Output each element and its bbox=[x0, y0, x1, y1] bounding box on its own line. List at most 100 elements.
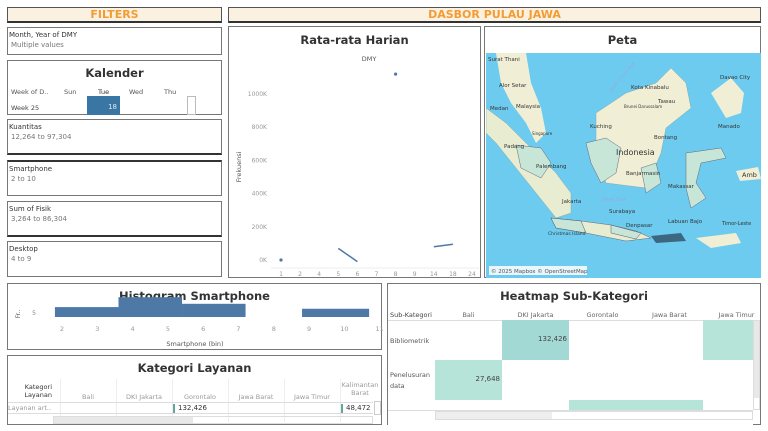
y-axis-title: Fr.. bbox=[15, 310, 22, 319]
line-chart-panel: Rata-rata Harian DMY Frekuensi 0K 200K 400K 6… bbox=[228, 26, 481, 278]
map-label: Surabaya bbox=[609, 209, 635, 215]
map-label: Labuan Bajo bbox=[668, 219, 703, 225]
data-point bbox=[279, 258, 283, 262]
x-tick-label: 6 bbox=[355, 271, 359, 278]
filters-header: FILTERS bbox=[7, 7, 222, 23]
filter-value[interactable]: Multiple values bbox=[11, 41, 64, 49]
map-label: Jave Sea bbox=[601, 197, 626, 203]
map-nusa-tenggara bbox=[696, 233, 741, 248]
map-label: Davao City bbox=[720, 75, 751, 81]
x-tick-label: 3 bbox=[95, 325, 99, 333]
heatmap-cell[interactable]: 27,648 bbox=[435, 360, 502, 400]
filter-label: Desktop bbox=[9, 245, 38, 253]
x-tick-label: 8 bbox=[272, 325, 276, 333]
day-wed: Wed bbox=[129, 88, 144, 96]
filter-value[interactable]: 2 to 10 bbox=[11, 175, 36, 183]
x-tick-label: 5 bbox=[336, 271, 340, 278]
x-tick-label: 7 bbox=[375, 271, 379, 278]
filter-desktop[interactable]: Desktop 4 to 9 bbox=[7, 241, 222, 277]
x-tick-label: 2 bbox=[298, 271, 302, 278]
column-header: Jawa Barat bbox=[652, 311, 687, 319]
horizontal-scrollbar[interactable] bbox=[435, 411, 753, 420]
map-label: Timor-Leste bbox=[721, 221, 751, 227]
row-label: Penelusuran data bbox=[390, 371, 431, 390]
calendar-cell-selected[interactable]: 18 bbox=[87, 96, 120, 115]
y-tick-label: 800K bbox=[252, 124, 268, 131]
row-header: Week of D.. bbox=[11, 88, 49, 96]
map-attribution[interactable]: © 2025 Mapbox © OpenStreetMap bbox=[491, 268, 588, 275]
horizontal-scrollbar[interactable] bbox=[53, 416, 373, 424]
map[interactable]: Surat Thani Alor Setar Medan Malaysia Ko… bbox=[486, 53, 761, 278]
heatmap-table: Sub-Kategori Bali DKI Jakarta Gorontalo Jawa… bbox=[388, 308, 760, 425]
x-axis-title: DMY bbox=[362, 55, 377, 63]
column-divider bbox=[172, 379, 228, 422]
x-tick-label: 5 bbox=[166, 325, 170, 333]
map-malay-peninsula bbox=[496, 53, 546, 143]
filter-value[interactable]: 4 to 9 bbox=[11, 255, 32, 263]
header-divider bbox=[388, 320, 753, 321]
filter-sum-fisik[interactable]: Sum of Fisik 3,264 to 86,304 bbox=[7, 201, 222, 237]
map-label: Kota Kinabalu bbox=[631, 85, 669, 91]
column-divider bbox=[284, 379, 340, 422]
map-jawa-timur bbox=[610, 224, 642, 240]
x-tick-label: 11 bbox=[376, 325, 383, 333]
histogram-bar bbox=[182, 303, 246, 317]
heatmap-cell[interactable]: 48 bbox=[703, 320, 760, 360]
row-header: Sub-Kategori bbox=[390, 311, 432, 319]
filter-smartphone[interactable]: Smartphone 2 to 10 bbox=[7, 160, 222, 196]
filter-value[interactable]: 3,264 to 86,304 bbox=[11, 215, 68, 223]
y-tick-label: 0K bbox=[259, 257, 268, 264]
x-tick-label: 18 bbox=[449, 271, 457, 278]
column-header: Gorontalo bbox=[184, 393, 216, 401]
x-tick-label: 24 bbox=[468, 271, 476, 278]
bar-mark bbox=[341, 404, 343, 413]
map-label: Kuching bbox=[590, 124, 612, 130]
map-sulawesi bbox=[685, 147, 727, 209]
kategori-table: Kategori Layanan Bali DKI Jakarta Gorontalo… bbox=[8, 379, 381, 425]
map-kalbar bbox=[585, 137, 622, 184]
y-tick-label: 1000K bbox=[248, 91, 268, 98]
map-kalsel bbox=[640, 162, 662, 194]
map-label: Manado bbox=[718, 124, 740, 130]
scrollbar-thumb[interactable] bbox=[54, 417, 193, 423]
day-tue: Tue bbox=[98, 88, 110, 96]
map-label: Amb bbox=[742, 171, 757, 179]
histogram-panel: Histogram Smartphone Fr.. 5 2 3 4 5 6 7 8 9 10 11 Sm… bbox=[7, 283, 383, 350]
x-tick-label: 8 bbox=[394, 271, 398, 278]
map-ambon bbox=[736, 167, 761, 181]
heatmap-cell[interactable]: 132,426 bbox=[502, 320, 569, 360]
cell-value: 132,426 bbox=[178, 404, 207, 412]
calendar-panel: Kalender Week of D.. Sun Tue Wed Thu Wee… bbox=[7, 60, 222, 115]
filter-value[interactable]: 12,264 to 97,304 bbox=[11, 133, 72, 141]
filter-kuantitas[interactable]: Kuantitas 12,264 to 97,304 bbox=[7, 119, 222, 155]
scrollbar-thumb[interactable] bbox=[754, 321, 759, 398]
cell-value: 48,472 bbox=[346, 404, 371, 412]
map-label: Denpasar bbox=[626, 223, 653, 229]
map-label: Makassar bbox=[668, 184, 695, 190]
filter-label: Kuantitas bbox=[9, 123, 42, 131]
histogram-bar bbox=[118, 297, 183, 317]
column-divider bbox=[116, 379, 172, 422]
column-divider bbox=[340, 379, 396, 422]
line-segment bbox=[433, 243, 453, 248]
column-divider bbox=[228, 379, 284, 422]
vertical-scrollbar[interactable] bbox=[753, 320, 760, 410]
map-label: Singapore bbox=[532, 131, 553, 136]
map-label: Brunei Darussalam bbox=[624, 104, 662, 109]
column-header: Jawa Barat bbox=[238, 393, 274, 401]
map-label: Surat Thani bbox=[488, 57, 520, 63]
map-label: Jakarta bbox=[561, 199, 581, 205]
map-label: Christmas Island bbox=[548, 231, 586, 237]
scrollbar-thumb[interactable] bbox=[436, 412, 552, 419]
x-tick-label: 2 bbox=[60, 325, 64, 333]
calendar-title: Kalender bbox=[85, 66, 144, 80]
vertical-scrollbar[interactable] bbox=[374, 401, 381, 415]
filter-label: Month, Year of DMY bbox=[9, 31, 78, 39]
filter-month-year[interactable]: Month, Year of DMY Multiple values bbox=[7, 27, 222, 55]
scrollbar[interactable] bbox=[187, 96, 196, 115]
map-label: Banjarmasin bbox=[626, 171, 661, 177]
map-label: Indonesia bbox=[616, 148, 655, 157]
x-tick-label: 9 bbox=[413, 271, 417, 278]
map-label: Padang bbox=[504, 144, 524, 150]
